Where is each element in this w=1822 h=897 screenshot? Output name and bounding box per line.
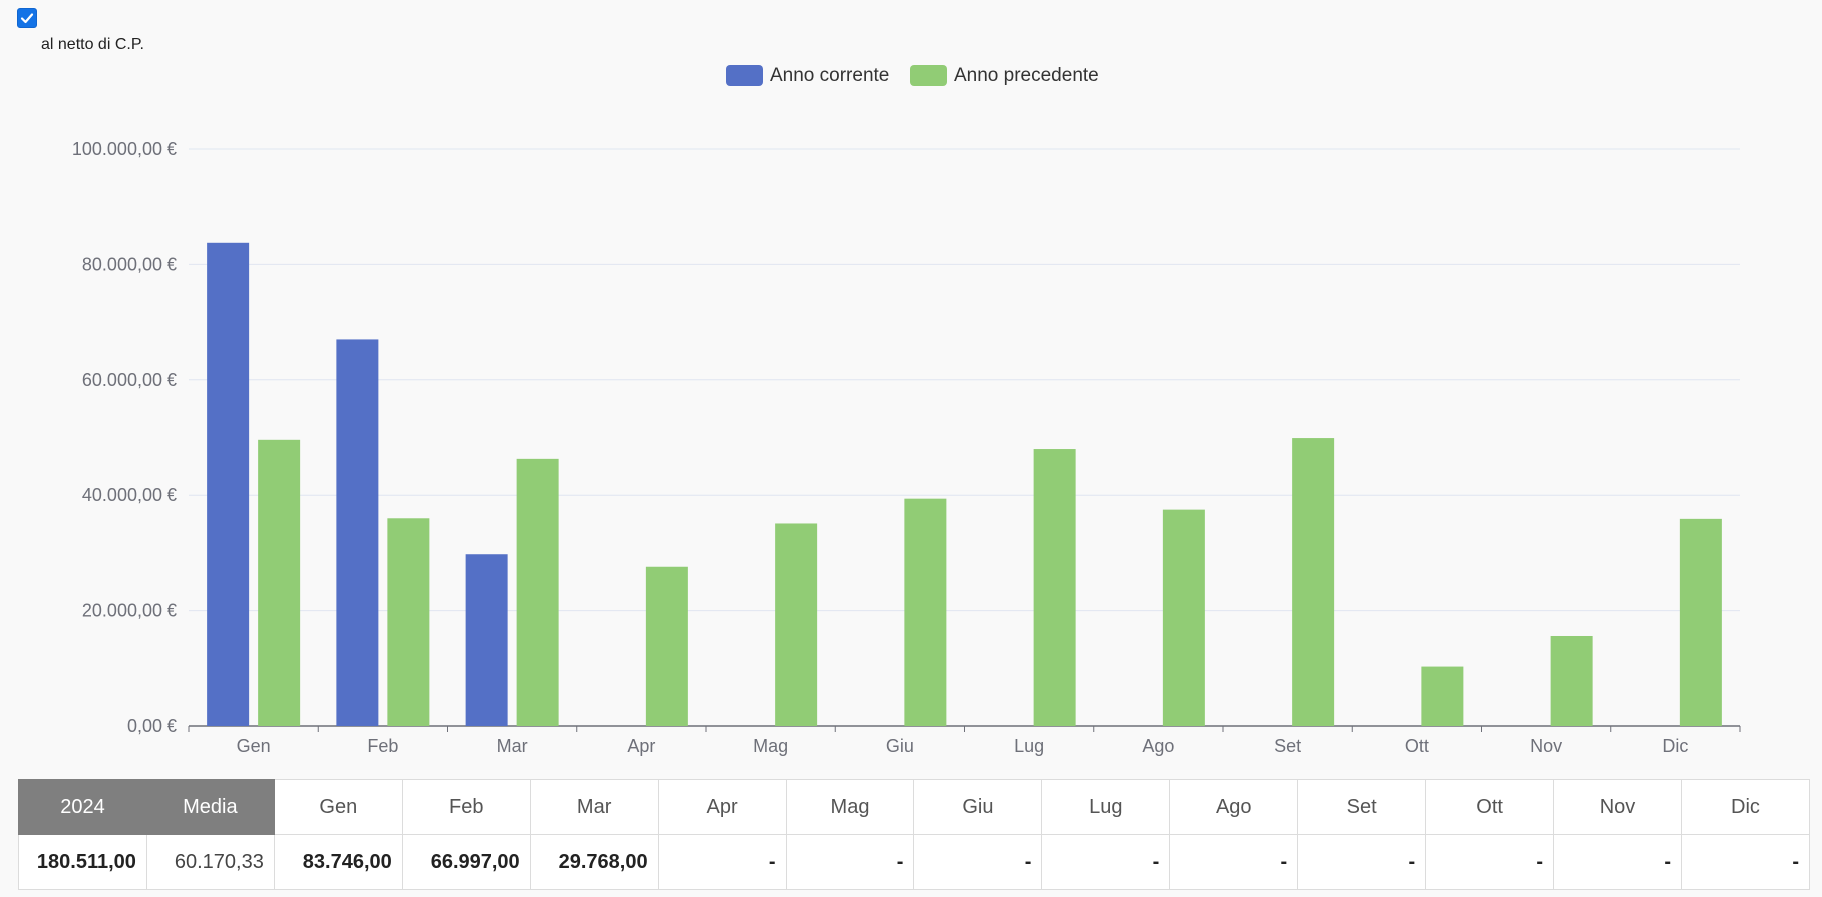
- table-header-cell: Nov: [1553, 779, 1682, 835]
- legend-label-1: Anno precedente: [954, 65, 1099, 86]
- table-value-cell: -: [657, 834, 787, 890]
- x-tick-label: Ago: [1142, 736, 1174, 756]
- table-value-cell: -: [1553, 834, 1682, 890]
- table-value-cell: -: [1680, 834, 1811, 890]
- table-header-cell: 2024: [18, 779, 147, 835]
- table-value-cell: -: [913, 834, 1043, 890]
- bar-anno-precedente: [1550, 635, 1593, 726]
- table-value-cell: 83.746,00: [273, 834, 403, 890]
- table-value-cell: -: [1169, 834, 1299, 890]
- bar-anno-precedente: [516, 458, 559, 726]
- legend-swatch-0: [726, 65, 763, 86]
- bar-anno-precedente: [1679, 518, 1722, 726]
- table-header-cell: Mar: [529, 779, 659, 835]
- x-tick-label: Feb: [367, 736, 398, 756]
- y-tick-label: 40.000,00 €: [82, 485, 177, 505]
- bar-anno-precedente: [387, 518, 430, 726]
- bar-anno-corrente: [207, 242, 250, 726]
- table-header-cell: Ago: [1169, 779, 1299, 835]
- net-of-cp-label: al netto di C.P.: [41, 36, 144, 53]
- net-of-cp-checkbox[interactable]: [17, 8, 37, 28]
- table-header-cell: Gen: [273, 779, 403, 835]
- bar-anno-precedente: [1033, 449, 1076, 726]
- check-icon: [20, 13, 34, 24]
- bar-anno-precedente: [1162, 509, 1205, 726]
- bar-anno-precedente: [258, 439, 301, 726]
- x-tick-label: Gen: [237, 736, 271, 756]
- bar-anno-corrente: [465, 554, 508, 726]
- bar-anno-precedente: [645, 566, 688, 726]
- bar-chart: 0,00 € 20.000,00 € 40.000,00 € 60.000,00 € 8…: [72, 65, 1741, 756]
- bar-anno-precedente: [1292, 438, 1335, 726]
- table-header-cell: Lug: [1041, 779, 1171, 835]
- x-tick-label: Giu: [886, 736, 914, 756]
- table-header-cell: Feb: [401, 779, 531, 835]
- x-tick-label: Dic: [1662, 736, 1688, 756]
- summary-values-row: 180.511,00 60.170,33 83.746,00 66.997,00 29.…: [18, 834, 1811, 890]
- bar-anno-precedente: [1421, 666, 1464, 726]
- table-value-cell: 66.997,00: [401, 834, 531, 890]
- table-header-cell: Giu: [913, 779, 1043, 835]
- table-value-cell: -: [1425, 834, 1555, 890]
- y-tick-label: 20.000,00 €: [82, 601, 177, 621]
- y-tick-label: 60.000,00 €: [82, 370, 177, 390]
- table-header-cell: Media: [145, 779, 275, 835]
- table-header-cell: Mag: [785, 779, 915, 835]
- bar-anno-corrente: [336, 339, 379, 726]
- x-tick-label: Ott: [1405, 736, 1429, 756]
- y-tick-label: 80.000,00 €: [82, 254, 177, 274]
- table-value-cell: 29.768,00: [529, 834, 659, 890]
- x-tick-label: Mag: [753, 736, 788, 756]
- table-value-cell: 180.511,00: [18, 834, 147, 890]
- table-value-cell: -: [1297, 834, 1427, 890]
- bar-anno-precedente: [775, 523, 818, 726]
- table-header-cell: Apr: [657, 779, 787, 835]
- x-tick-label: Mar: [497, 736, 528, 756]
- summary-header-row: 2024 Media Gen Feb Mar Apr Mag Giu Lug Ago Set Ott N…: [18, 779, 1811, 835]
- table-header-cell: Set: [1297, 779, 1427, 835]
- legend-swatch-1: [910, 65, 947, 86]
- table-value-cell: -: [785, 834, 915, 890]
- table-header-cell: Ott: [1425, 779, 1555, 835]
- summary-table: 2024 Media Gen Feb Mar Apr Mag Giu Lug Ago Set Ott N…: [18, 779, 1811, 890]
- table-header-cell: Dic: [1680, 779, 1811, 835]
- x-tick-label: Apr: [627, 736, 655, 756]
- y-tick-label: 0,00 €: [127, 716, 177, 736]
- x-tick-label: Nov: [1530, 736, 1562, 756]
- x-tick-label: Set: [1274, 736, 1301, 756]
- legend-label-0: Anno corrente: [770, 65, 889, 86]
- table-value-cell: 60.170,33: [145, 834, 275, 890]
- x-tick-label: Lug: [1014, 736, 1044, 756]
- bar-anno-precedente: [904, 498, 947, 726]
- table-value-cell: -: [1041, 834, 1171, 890]
- y-tick-label: 100.000,00 €: [72, 139, 177, 159]
